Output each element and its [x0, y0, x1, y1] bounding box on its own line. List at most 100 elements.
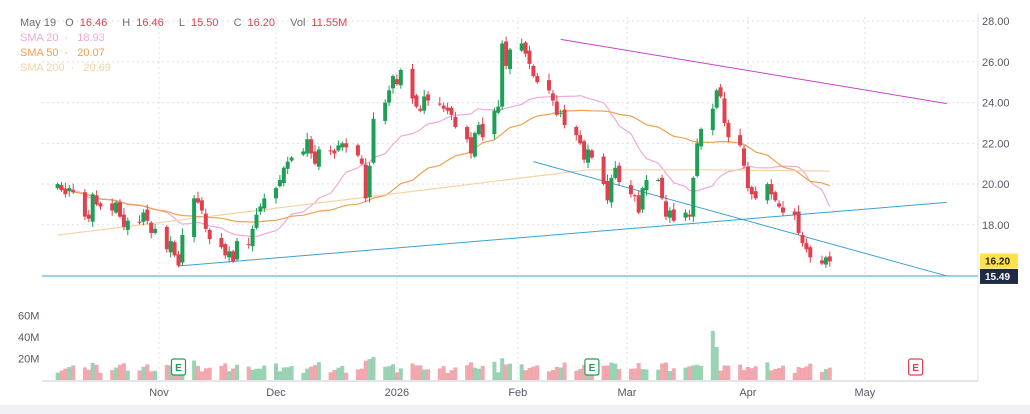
x-tick-label: Feb: [508, 387, 527, 399]
chart-legend: May 19 O 16.46 H 16.46 L 15.50 C 16.20 Vol 11…: [20, 15, 359, 75]
volume-bar: [656, 369, 661, 380]
volume-bar: [589, 372, 594, 380]
candle-body: [800, 234, 805, 244]
candle-body: [328, 150, 333, 152]
volume-bar: [94, 364, 99, 380]
candle-body: [235, 241, 239, 260]
volume-bar: [792, 372, 797, 380]
x-tick-label: 2026: [385, 387, 409, 399]
volume-bar: [192, 360, 197, 380]
volume-bar: [683, 367, 688, 380]
open-label: O: [65, 17, 74, 29]
earnings-marker[interactable]: E: [170, 358, 187, 376]
volume-bar: [796, 367, 801, 380]
trendline-support[interactable]: [178, 201, 947, 267]
sma20-sep: ·: [64, 32, 69, 44]
candle-body: [137, 221, 142, 223]
sma20-row[interactable]: SMA 20 · 18.93: [20, 30, 359, 45]
volume-bar: [383, 366, 388, 380]
candle-body: [63, 189, 68, 195]
candle-body: [309, 139, 314, 154]
candle-body: [769, 184, 774, 195]
volume-bar: [667, 371, 672, 380]
earnings-marker[interactable]: E: [907, 358, 924, 376]
candle-body: [363, 164, 368, 199]
candle-body: [617, 165, 622, 183]
sma200-row[interactable]: SMA 200 · 20.69: [20, 60, 359, 75]
volume-bar: [808, 363, 813, 380]
volume-bar: [250, 369, 255, 380]
volume-bar: [426, 369, 431, 380]
candle-body: [609, 177, 614, 203]
volume-bar: [59, 370, 64, 380]
candle-body: [94, 195, 99, 205]
candle-body: [274, 188, 278, 199]
y-tick-label: 22.00: [982, 138, 1010, 150]
candle-body: [820, 260, 824, 264]
volume-bar: [98, 372, 103, 380]
candle-body: [223, 244, 228, 256]
volume-bar: [504, 364, 509, 380]
volume-bar: [336, 367, 341, 380]
candle-body: [547, 80, 551, 91]
volume-bar: [86, 369, 91, 380]
candle-body: [153, 228, 158, 233]
volume-bar: [274, 363, 278, 380]
candle-body: [422, 96, 427, 111]
volume-bar: [671, 368, 676, 380]
volume-bar: [246, 366, 251, 380]
volume-bar: [281, 367, 286, 380]
volume-bar: [414, 365, 419, 380]
volume-bar: [118, 364, 122, 380]
volume-bar: [578, 368, 583, 380]
trendline-falling[interactable]: [533, 161, 947, 277]
candle-body: [203, 213, 208, 229]
volume-bar: [313, 365, 317, 380]
volume-bar: [149, 371, 154, 380]
candle-body: [199, 200, 204, 211]
candle-body: [410, 68, 415, 99]
sma50-row[interactable]: SMA 50 · 20.07: [20, 45, 359, 60]
volume-bar: [465, 365, 470, 380]
candle-body: [441, 105, 446, 109]
volume-bar: [387, 366, 392, 380]
candle-body: [289, 157, 294, 161]
horizontal-scrollbar[interactable]: [0, 405, 1030, 414]
candle-body: [605, 181, 610, 201]
candle-body: [398, 69, 403, 86]
candle-body: [562, 109, 567, 125]
earnings-marker[interactable]: E: [584, 358, 600, 376]
earnings-marker-label: E: [175, 363, 182, 374]
volume-bar: [800, 367, 805, 380]
high-label: H: [122, 17, 131, 29]
volume-bar: [332, 369, 337, 380]
volume-bar: [523, 370, 528, 380]
candle-body: [121, 214, 126, 227]
close-value: 16.20: [247, 17, 276, 29]
trendline-resistance[interactable]: [560, 38, 947, 105]
volume-bar: [742, 369, 746, 380]
candle-body: [523, 42, 528, 54]
volume-bar: [508, 363, 512, 380]
volume-bar: [363, 360, 368, 380]
earnings-marker-box: [907, 358, 924, 376]
last-price-bg: [980, 253, 1018, 269]
level-price-text: 15.49: [985, 272, 1010, 283]
candle-body: [749, 187, 754, 195]
y-tick-label: 24.00: [982, 98, 1010, 110]
volume-bar: [67, 367, 72, 380]
sma50-sep: ·: [64, 47, 69, 59]
volume-bar: [492, 361, 497, 380]
candle-body: [281, 167, 286, 184]
last-price-tag: 16.20: [980, 253, 1018, 269]
volume-bar: [82, 367, 87, 380]
candle-body: [671, 209, 676, 221]
earnings-marker-label: E: [912, 363, 919, 374]
x-tick-label: May: [855, 387, 876, 399]
candle-body: [391, 76, 395, 89]
volume-bar: [422, 369, 427, 380]
volume-bar: [722, 365, 727, 380]
candle-body: [219, 238, 224, 248]
candle-body: [383, 102, 388, 121]
